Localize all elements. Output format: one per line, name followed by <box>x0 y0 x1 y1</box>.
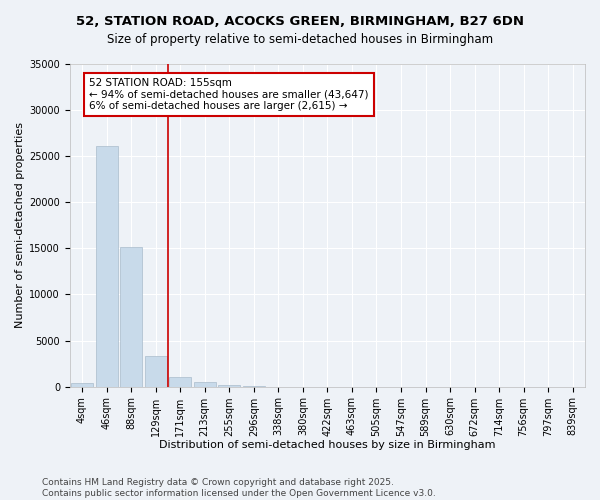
Bar <box>71 383 93 386</box>
Bar <box>95 146 118 386</box>
Bar <box>145 356 167 386</box>
Bar <box>169 377 191 386</box>
Bar <box>120 248 142 386</box>
X-axis label: Distribution of semi-detached houses by size in Birmingham: Distribution of semi-detached houses by … <box>159 440 496 450</box>
Text: Size of property relative to semi-detached houses in Birmingham: Size of property relative to semi-detach… <box>107 32 493 46</box>
Bar <box>218 385 240 386</box>
Bar <box>194 382 216 386</box>
Text: 52 STATION ROAD: 155sqm
← 94% of semi-detached houses are smaller (43,647)
6% of: 52 STATION ROAD: 155sqm ← 94% of semi-de… <box>89 78 369 111</box>
Y-axis label: Number of semi-detached properties: Number of semi-detached properties <box>15 122 25 328</box>
Text: Contains HM Land Registry data © Crown copyright and database right 2025.
Contai: Contains HM Land Registry data © Crown c… <box>42 478 436 498</box>
Text: 52, STATION ROAD, ACOCKS GREEN, BIRMINGHAM, B27 6DN: 52, STATION ROAD, ACOCKS GREEN, BIRMINGH… <box>76 15 524 28</box>
